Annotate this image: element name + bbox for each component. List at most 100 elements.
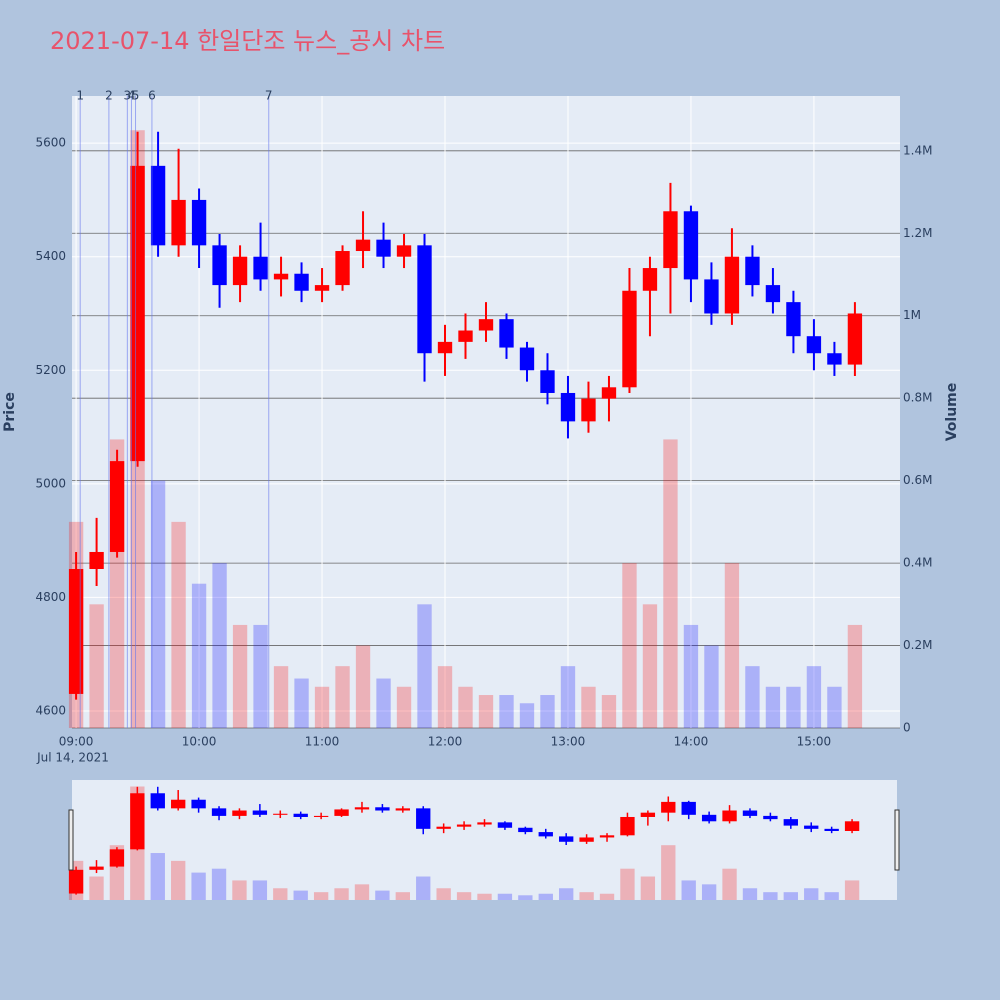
candle-body: [355, 239, 371, 252]
slider-candle-body: [293, 813, 308, 817]
volume-bar: [376, 678, 391, 728]
news-label: 5: [132, 89, 140, 103]
candle-body: [847, 313, 863, 365]
candle-body: [540, 370, 555, 393]
slider-candle-body: [620, 816, 635, 836]
candle-body: [89, 551, 104, 570]
candle-body: [191, 199, 207, 246]
candle-body: [786, 302, 801, 337]
slider-volume-bar: [313, 892, 329, 900]
slider-candle-body: [518, 827, 533, 833]
slider-volume-bar: [497, 893, 513, 900]
candle-body: [519, 347, 535, 371]
candle-body: [212, 245, 227, 286]
slider-candle-body: [68, 869, 84, 894]
plot-area: [72, 96, 900, 728]
slider-volume-bar: [538, 893, 553, 900]
y2-tick-label: 0.8M: [903, 391, 932, 405]
candle-body: [109, 461, 125, 552]
y2-tick-label: 1.2M: [903, 226, 932, 240]
volume-bar: [581, 686, 596, 728]
x-tick-label: 09:00: [59, 735, 94, 749]
slider-volume-bar: [477, 893, 492, 900]
candle-body: [417, 245, 432, 354]
slider-candle-body: [763, 815, 778, 820]
slider-volume-bar: [640, 876, 656, 900]
y2-axis-title: Volume: [944, 383, 960, 442]
range-slider[interactable]: [72, 780, 897, 900]
volume-bar: [232, 624, 248, 728]
slider-candle-body: [313, 815, 329, 817]
slider-volume-bar: [579, 892, 594, 900]
x-tick-label: 15:00: [797, 735, 832, 749]
volume-bar: [745, 666, 760, 728]
slider-candle-body: [681, 801, 696, 815]
slider-candle-body: [804, 825, 819, 829]
slider-candle-body: [211, 808, 227, 816]
y2-tick-label: 1M: [903, 308, 921, 322]
slider-candle-body: [252, 810, 268, 815]
volume-bar: [150, 480, 166, 728]
slider-candle-body: [354, 807, 370, 810]
candle-body: [294, 273, 309, 291]
candle-body: [376, 239, 391, 257]
volume-bar: [663, 439, 678, 728]
volume-bar: [519, 703, 535, 728]
news-label: 6: [148, 89, 156, 103]
candle-body: [150, 165, 166, 246]
slider-volume-bar: [395, 892, 410, 900]
volume-bar: [560, 666, 576, 728]
news-label: 3: [124, 89, 132, 103]
slider-candle-body: [375, 807, 390, 811]
slider-volume-bar: [273, 888, 288, 900]
slider-candle-body: [191, 799, 206, 809]
slider-volume-bar: [620, 868, 635, 900]
slider-volume-bar: [681, 880, 696, 900]
slider-candle-body: [416, 808, 431, 829]
volume-bar: [540, 695, 555, 728]
slider-volume-bar: [252, 880, 268, 900]
slider-volume-bar: [763, 892, 778, 900]
news-label: 1: [76, 89, 84, 103]
volume-bar: [294, 678, 309, 728]
y-axis-title: Price: [2, 392, 18, 432]
slider-candle-body: [232, 810, 247, 816]
slider-candle-body: [436, 826, 451, 829]
volume-bar: [622, 563, 637, 728]
y2-tick-label: 0.2M: [903, 638, 932, 652]
x-tick-label: 11:00: [305, 735, 340, 749]
slider-volume-bar: [599, 893, 615, 900]
volume-bar: [704, 645, 719, 728]
slider-candle-body: [538, 832, 553, 837]
slider-candle-body: [395, 808, 410, 811]
candle-body: [499, 319, 514, 348]
slider-volume-bar: [171, 860, 186, 900]
candle-body: [130, 165, 145, 462]
candle-body: [827, 353, 842, 365]
slider-volume-bar: [211, 868, 227, 900]
candle-body: [437, 341, 453, 354]
volume-bar: [171, 521, 186, 728]
x-tick-label: 13:00: [551, 735, 586, 749]
slider-candle-body: [130, 793, 145, 850]
candle-body: [253, 256, 268, 280]
y-tick-label: 4800: [35, 590, 66, 604]
candle-body: [232, 256, 248, 286]
volume-bar: [396, 686, 412, 728]
news-label: 4: [128, 89, 136, 103]
volume-bar: [458, 686, 473, 728]
y2-tick-label: 1.4M: [903, 143, 932, 157]
slider-volume-bar: [354, 884, 370, 900]
slider-handle[interactable]: [894, 809, 900, 871]
x-tick-label: 14:00: [674, 735, 709, 749]
slider-handle[interactable]: [68, 809, 74, 871]
slider-volume-bar: [293, 890, 308, 900]
slider-volume-bar: [89, 876, 104, 900]
x-tick-label: 12:00: [428, 735, 463, 749]
candle-body: [683, 211, 699, 280]
candle-body: [745, 256, 760, 286]
candle-body: [314, 285, 330, 291]
slider-volume-bar: [742, 888, 758, 900]
